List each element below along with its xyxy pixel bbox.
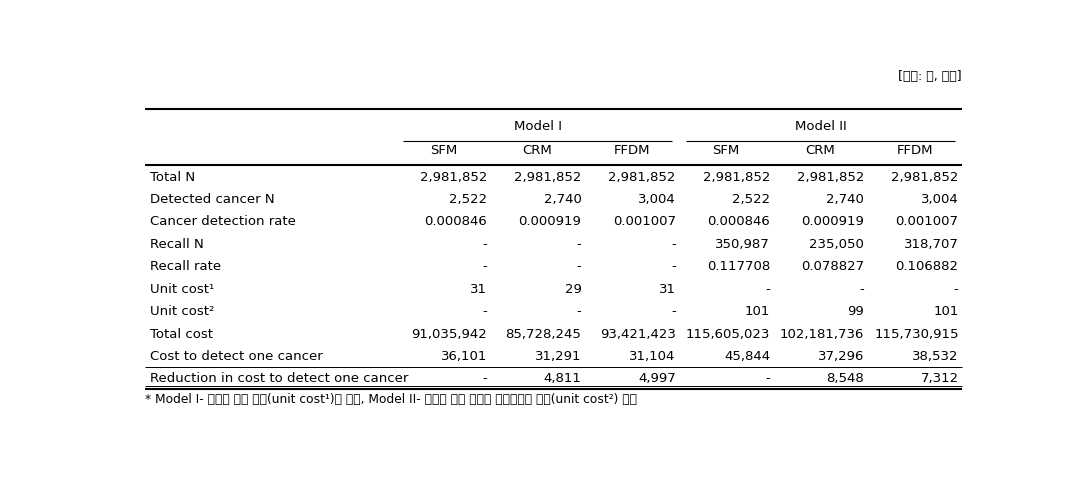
- Text: -: -: [483, 371, 487, 385]
- Text: -: -: [671, 238, 676, 250]
- Text: SFM: SFM: [713, 144, 740, 157]
- Text: Unit cost²: Unit cost²: [150, 305, 215, 318]
- Text: -: -: [954, 282, 959, 295]
- Text: FFDM: FFDM: [896, 144, 933, 157]
- Text: 2,981,852: 2,981,852: [797, 170, 864, 183]
- Text: 7,312: 7,312: [920, 371, 959, 385]
- Text: CRM: CRM: [806, 144, 835, 157]
- Text: Total cost: Total cost: [150, 327, 213, 340]
- Text: 2,522: 2,522: [449, 193, 487, 205]
- Text: -: -: [577, 305, 581, 318]
- Text: 8,548: 8,548: [826, 371, 864, 385]
- Text: Total N: Total N: [150, 170, 195, 183]
- Text: 0.000846: 0.000846: [424, 215, 487, 228]
- Text: 2,981,852: 2,981,852: [891, 170, 959, 183]
- Text: 2,981,852: 2,981,852: [420, 170, 487, 183]
- Text: Model I: Model I: [514, 120, 562, 133]
- Text: Recall rate: Recall rate: [150, 260, 221, 273]
- Text: -: -: [483, 260, 487, 273]
- Text: 350,987: 350,987: [715, 238, 770, 250]
- Text: 45,844: 45,844: [724, 349, 770, 362]
- Text: 2,740: 2,740: [826, 193, 864, 205]
- Text: 115,605,023: 115,605,023: [686, 327, 770, 340]
- Text: 2,740: 2,740: [543, 193, 581, 205]
- Text: 0.001007: 0.001007: [895, 215, 959, 228]
- Text: 101: 101: [744, 305, 770, 318]
- Text: 31: 31: [470, 282, 487, 295]
- Text: Recall N: Recall N: [150, 238, 204, 250]
- Text: 102,181,736: 102,181,736: [780, 327, 864, 340]
- Text: 85,728,245: 85,728,245: [505, 327, 581, 340]
- Text: -: -: [483, 238, 487, 250]
- Text: FFDM: FFDM: [613, 144, 650, 157]
- Text: Cost to detect one cancer: Cost to detect one cancer: [150, 349, 323, 362]
- Text: 2,981,852: 2,981,852: [514, 170, 581, 183]
- Text: 31: 31: [659, 282, 676, 295]
- Text: Detected cancer N: Detected cancer N: [150, 193, 274, 205]
- Text: Unit cost¹: Unit cost¹: [150, 282, 214, 295]
- Text: 0.106882: 0.106882: [895, 260, 959, 273]
- Text: 91,035,942: 91,035,942: [411, 327, 487, 340]
- Text: 0.001007: 0.001007: [612, 215, 676, 228]
- Text: -: -: [577, 238, 581, 250]
- Text: 101: 101: [933, 305, 959, 318]
- Text: Reduction in cost to detect one cancer: Reduction in cost to detect one cancer: [150, 371, 408, 385]
- Text: 3,004: 3,004: [921, 193, 959, 205]
- Text: -: -: [766, 282, 770, 295]
- Text: 2,981,852: 2,981,852: [703, 170, 770, 183]
- Text: 3,004: 3,004: [638, 193, 676, 205]
- Text: -: -: [577, 260, 581, 273]
- Text: Model II: Model II: [795, 120, 847, 133]
- Text: SFM: SFM: [430, 144, 457, 157]
- Text: 0.000846: 0.000846: [707, 215, 770, 228]
- Text: 0.000919: 0.000919: [518, 215, 581, 228]
- Text: -: -: [766, 371, 770, 385]
- Text: 235,050: 235,050: [809, 238, 864, 250]
- Text: 0.117708: 0.117708: [706, 260, 770, 273]
- Text: 0.000919: 0.000919: [801, 215, 864, 228]
- Text: -: -: [483, 305, 487, 318]
- Text: 29: 29: [565, 282, 581, 295]
- Text: 31,104: 31,104: [630, 349, 676, 362]
- Text: [단위: 건, 천원]: [단위: 건, 천원]: [899, 70, 962, 83]
- Text: 4,811: 4,811: [543, 371, 581, 385]
- Text: 115,730,915: 115,730,915: [874, 327, 959, 340]
- Text: CRM: CRM: [523, 144, 553, 157]
- Text: 31,291: 31,291: [535, 349, 581, 362]
- Text: 93,421,423: 93,421,423: [599, 327, 676, 340]
- Text: 36,101: 36,101: [441, 349, 487, 362]
- Text: -: -: [860, 282, 864, 295]
- Text: 0.078827: 0.078827: [801, 260, 864, 273]
- Text: 99: 99: [848, 305, 864, 318]
- Text: 37,296: 37,296: [818, 349, 864, 362]
- Text: 38,532: 38,532: [913, 349, 959, 362]
- Text: 2,981,852: 2,981,852: [608, 170, 676, 183]
- Text: -: -: [671, 260, 676, 273]
- Text: * Model I- 유방암 검진 비용(unit cost¹)만 포함, Model II- 유방암 검진 비용에 초음파검사 비용(unit cost²) : * Model I- 유방암 검진 비용(unit cost¹)만 포함, Mo…: [145, 392, 637, 405]
- Text: 318,707: 318,707: [904, 238, 959, 250]
- Text: -: -: [671, 305, 676, 318]
- Text: Cancer detection rate: Cancer detection rate: [150, 215, 296, 228]
- Text: 4,997: 4,997: [638, 371, 676, 385]
- Text: 2,522: 2,522: [732, 193, 770, 205]
